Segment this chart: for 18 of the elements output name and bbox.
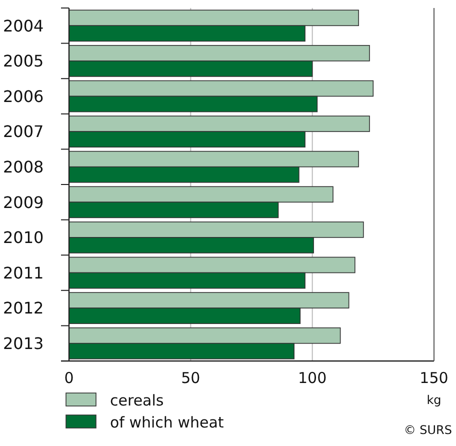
text: © SURS — [404, 423, 452, 437]
y-tick-label: 2004 — [3, 16, 44, 36]
y-tick-label: 2009 — [3, 192, 44, 212]
y-tick-label: 2008 — [3, 157, 44, 176]
x-tick-label: 150 — [420, 369, 448, 387]
y-tick-label: 2007 — [3, 122, 44, 142]
legend-label: of which wheat — [110, 413, 224, 432]
y-tick-label: 2013 — [3, 334, 44, 353]
y-tick-label: 2006 — [3, 86, 44, 106]
y-tick-label: 2011 — [3, 263, 44, 282]
x-tick-label: 50 — [181, 369, 200, 387]
x-tick-label: 100 — [298, 369, 327, 387]
legend-label: cereals — [110, 391, 164, 410]
y-tick-label: 2012 — [3, 298, 44, 318]
y-tick-label: 2010 — [3, 228, 44, 248]
x-axis-title: kg — [426, 393, 442, 407]
y-tick-label: 2005 — [3, 52, 44, 71]
x-tick-label: 0 — [64, 369, 74, 387]
